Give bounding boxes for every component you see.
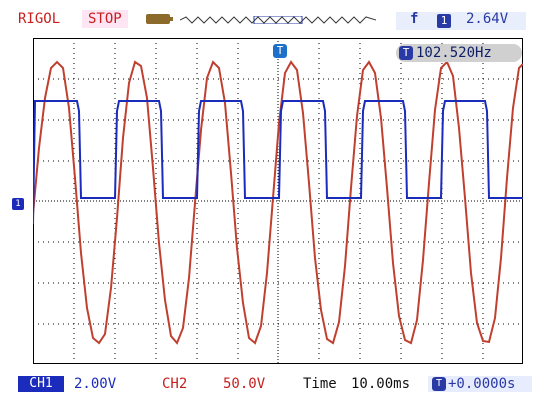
status-bar: RIGOL STOP f 1 2.64V bbox=[0, 0, 550, 34]
time-scale: 10.00ms bbox=[351, 376, 411, 392]
time-offset-icon: T bbox=[432, 377, 446, 391]
frequency-counter-icon: T bbox=[399, 46, 413, 60]
trigger-level: 2.64V bbox=[466, 11, 509, 27]
grid-center-axes bbox=[33, 38, 523, 364]
frequency-counter: T 102.520Hz bbox=[396, 44, 522, 62]
run-status-badge[interactable]: STOP bbox=[82, 10, 128, 28]
ch2-scale: 50.0V bbox=[223, 376, 266, 392]
time-offset-value: +0.0000s bbox=[448, 376, 516, 392]
ch1-scale: 2.00V bbox=[74, 376, 117, 392]
ch2-sine-trace bbox=[33, 60, 523, 345]
ch2-label[interactable]: CH2 bbox=[162, 376, 188, 392]
frequency-value: 102.520Hz bbox=[416, 45, 492, 61]
ch1-square-trace bbox=[33, 100, 523, 225]
trigger-position-marker-icon[interactable]: T bbox=[273, 44, 287, 58]
brand-label: RIGOL bbox=[18, 11, 61, 27]
time-label: Time bbox=[303, 376, 337, 392]
trigger-source-icon: 1 bbox=[437, 14, 451, 28]
memory-depth-strip bbox=[180, 16, 376, 24]
ch1-ground-marker-icon[interactable]: 1 bbox=[12, 198, 24, 210]
trigger-panel[interactable] bbox=[396, 12, 526, 30]
battery-icon bbox=[146, 14, 173, 24]
time-offset-panel[interactable] bbox=[428, 376, 532, 392]
waveform-display[interactable] bbox=[33, 38, 523, 364]
ch1-label[interactable]: CH1 bbox=[18, 376, 64, 392]
trigger-edge-icon: f bbox=[410, 11, 419, 27]
